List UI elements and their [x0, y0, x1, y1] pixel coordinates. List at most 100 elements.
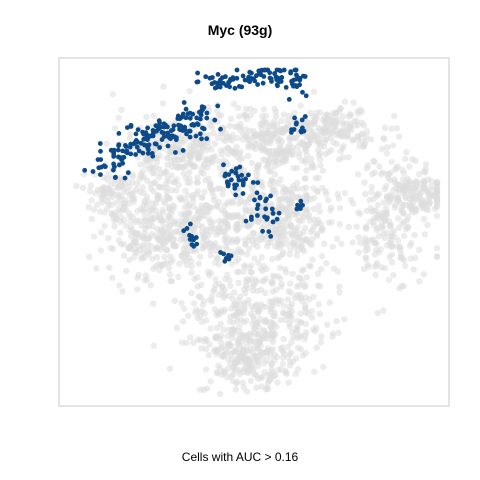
background-cell-point — [195, 293, 202, 300]
background-cell-point — [219, 289, 226, 296]
highlighted-cell-point — [221, 80, 226, 86]
background-cell-point — [305, 211, 313, 218]
background-cell-point — [325, 196, 332, 204]
highlighted-cell-point — [274, 75, 280, 80]
background-cell-point — [186, 169, 193, 176]
highlighted-cell-point — [274, 82, 280, 88]
background-cell-point — [141, 197, 148, 204]
highlighted-cell-point — [298, 128, 304, 134]
background-cell-point — [149, 255, 156, 262]
background-cell-point — [391, 202, 399, 209]
background-cell-point — [383, 205, 390, 212]
background-cell-point — [140, 208, 147, 215]
background-cell-point — [400, 210, 407, 217]
background-cell-point — [246, 348, 253, 355]
background-cell-point — [271, 351, 278, 358]
background-cell-point — [189, 194, 196, 201]
background-cell-point — [333, 235, 341, 243]
background-cell-point — [282, 369, 289, 376]
background-cell-point — [281, 265, 289, 273]
background-cell-point — [103, 205, 111, 212]
background-cell-point — [112, 199, 120, 207]
background-cell-point — [282, 235, 290, 243]
background-cell-point — [140, 189, 147, 197]
background-cell-point — [152, 263, 159, 270]
highlighted-cell-point — [236, 84, 242, 89]
highlighted-cell-point — [229, 168, 235, 174]
highlighted-cell-point — [116, 143, 121, 149]
background-cell-point — [136, 246, 144, 253]
background-cell-point — [188, 262, 195, 270]
background-cell-point — [203, 146, 210, 154]
background-cell-point — [420, 271, 427, 278]
highlighted-cell-point — [168, 128, 174, 134]
background-cell-point — [284, 296, 291, 303]
background-cell-point — [405, 180, 412, 187]
background-cell-point — [182, 163, 189, 170]
highlighted-cell-point — [223, 171, 229, 177]
background-cell-point — [224, 374, 231, 381]
background-cell-point — [204, 268, 212, 275]
background-cell-point — [401, 188, 408, 196]
highlighted-cell-point — [146, 147, 151, 153]
highlighted-cell-point — [113, 174, 118, 180]
highlighted-cell-point — [218, 250, 224, 255]
background-cell-point — [360, 142, 367, 150]
background-cell-point — [371, 263, 378, 270]
background-cell-point — [341, 98, 349, 105]
background-cell-point — [375, 211, 382, 219]
background-cell-point — [412, 206, 419, 214]
background-cell-point — [374, 201, 382, 209]
background-cell-point — [294, 143, 301, 151]
background-cell-point — [172, 242, 180, 250]
background-cell-point — [219, 191, 226, 198]
highlighted-cell-point — [190, 122, 196, 127]
background-cell-point — [230, 100, 238, 108]
background-cell-point — [165, 147, 172, 154]
background-cell-point — [308, 160, 315, 167]
background-cell-point — [190, 300, 198, 307]
background-cell-point — [280, 111, 288, 118]
highlighted-cell-point — [204, 136, 210, 142]
background-cell-point — [109, 91, 117, 98]
background-cell-point — [88, 197, 95, 204]
background-cell-point — [103, 140, 110, 147]
background-cell-point — [268, 366, 275, 373]
background-cell-point — [313, 344, 320, 351]
background-cell-point — [154, 196, 161, 203]
background-cell-point — [217, 112, 225, 119]
background-cell-point — [400, 232, 408, 239]
highlighted-cell-point — [171, 123, 177, 129]
background-cell-point — [221, 208, 228, 215]
background-cell-point — [230, 371, 237, 378]
background-cell-point — [296, 149, 303, 156]
background-cell-point — [104, 189, 111, 197]
highlighted-cell-point — [252, 197, 257, 203]
background-cell-point — [269, 255, 276, 263]
highlighted-cell-point — [255, 213, 260, 218]
highlighted-cell-point — [260, 80, 266, 86]
background-cell-point — [229, 132, 236, 139]
background-cell-point — [243, 278, 250, 285]
background-cell-point — [192, 309, 199, 316]
background-cell-point — [280, 310, 287, 317]
background-cell-point — [302, 159, 310, 166]
background-cell-point — [400, 282, 407, 290]
highlighted-cell-point — [108, 147, 114, 153]
background-cell-point — [361, 235, 369, 242]
background-cell-point — [260, 235, 268, 242]
background-cell-point — [152, 207, 160, 214]
background-cell-point — [148, 123, 156, 130]
background-cell-point — [433, 212, 441, 219]
highlighted-cell-point — [204, 115, 210, 121]
highlighted-cell-point — [232, 85, 238, 91]
highlighted-cell-point — [227, 84, 233, 90]
background-cell-point — [166, 206, 173, 213]
highlighted-cell-point — [215, 72, 221, 77]
background-cell-point — [421, 231, 428, 238]
background-cell-point — [224, 332, 231, 340]
background-cell-point — [116, 282, 123, 289]
background-cells — [73, 83, 441, 398]
background-cell-point — [425, 190, 433, 197]
background-cell-point — [390, 227, 398, 234]
